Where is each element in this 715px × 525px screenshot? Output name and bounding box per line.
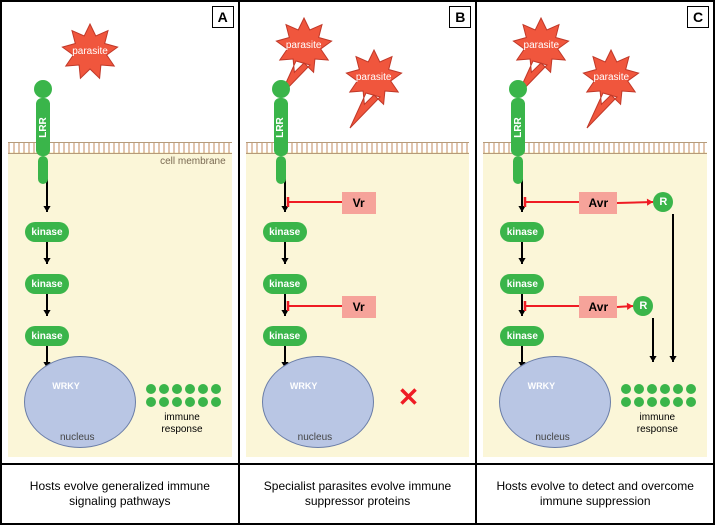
kinase: kinase — [263, 222, 307, 242]
kinase: kinase — [263, 326, 307, 346]
vr-effector: Vr — [342, 192, 376, 214]
panels-row: cell membrane Aparasite LRR kinase kinase kin… — [1, 1, 714, 464]
wrky-label: WRKY — [46, 381, 86, 391]
parasite-label: parasite — [344, 72, 404, 83]
kinase: kinase — [25, 326, 69, 346]
parasite-label: parasite — [60, 46, 120, 57]
nucleus-label: nucleus — [535, 432, 569, 443]
lrr-receptor: LRR — [34, 80, 52, 184]
lrr-label: LRR — [275, 117, 286, 138]
panel-b: Bparasite parasite LRR kinase kinase kinase Vr… — [239, 1, 477, 464]
nucleus-label: nucleus — [60, 432, 94, 443]
caption-b: Specialist parasites evolve immune suppr… — [239, 464, 477, 524]
kinase: kinase — [25, 222, 69, 242]
cell-membrane-label: cell membrane — [160, 156, 226, 167]
panel-c: Cparasite parasite LRR kinase kinase kinase Av… — [476, 1, 714, 464]
blocked-icon: ✕ — [398, 382, 420, 413]
figure: cell membrane Aparasite LRR kinase kinase kin… — [0, 0, 715, 525]
immune-response-label: immuneresponse — [142, 412, 222, 435]
lrr-label: LRR — [38, 117, 49, 138]
nucleus-label: nucleus — [298, 432, 332, 443]
captions-row: Hosts evolve generalized immune signalin… — [1, 464, 714, 524]
parasite-label: parasite — [581, 72, 641, 83]
caption-a: Hosts evolve generalized immune signalin… — [1, 464, 239, 524]
kinase: kinase — [500, 274, 544, 294]
kinase: kinase — [263, 274, 307, 294]
immune-response-icon — [146, 384, 221, 407]
panel-label: A — [212, 6, 234, 28]
avr-effector: Avr — [579, 296, 617, 318]
wrky-label: WRKY — [521, 381, 561, 391]
lrr-label: LRR — [513, 117, 524, 138]
lrr-receptor: LRR — [509, 80, 527, 184]
vr-effector: Vr — [342, 296, 376, 318]
immune-response-label: immuneresponse — [617, 412, 697, 435]
kinase: kinase — [500, 222, 544, 242]
panel-a: cell membrane Aparasite LRR kinase kinase kin… — [1, 1, 239, 464]
parasite-label: parasite — [274, 40, 334, 51]
panel-label: C — [687, 6, 709, 28]
avr-effector: Avr — [579, 192, 617, 214]
caption-c: Hosts evolve to detect and overcome immu… — [476, 464, 714, 524]
parasite-label: parasite — [511, 40, 571, 51]
kinase: kinase — [25, 274, 69, 294]
wrky-label: WRKY — [284, 381, 324, 391]
lrr-receptor: LRR — [272, 80, 290, 184]
panel-label: B — [449, 6, 471, 28]
kinase: kinase — [500, 326, 544, 346]
immune-response-icon — [621, 384, 696, 407]
